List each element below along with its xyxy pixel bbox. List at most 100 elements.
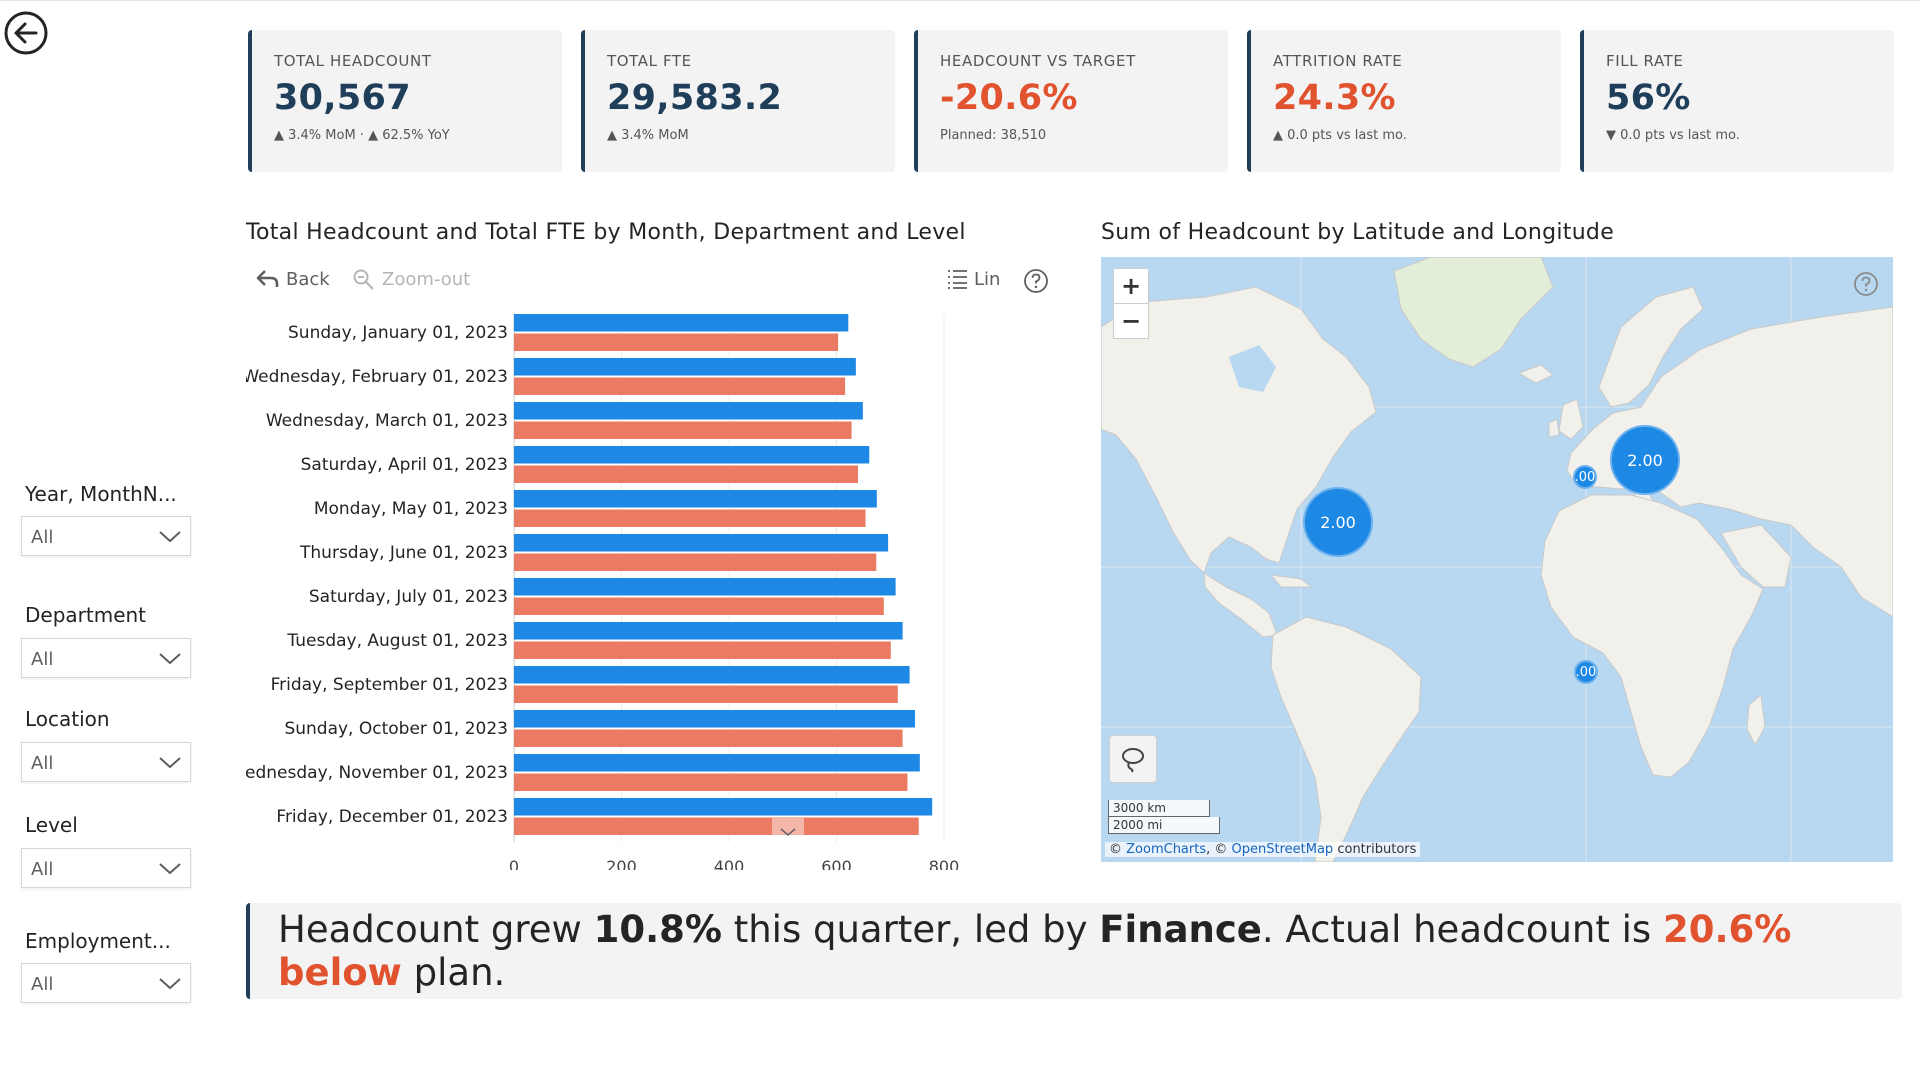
kpi-subtext: Planned: 38,510: [940, 128, 1047, 143]
category-label: Sunday, October 01, 2023: [284, 719, 508, 739]
attribution-separator: , ©: [1206, 842, 1228, 857]
category-label: Monday, May 01, 2023: [314, 499, 508, 519]
zoom-out-icon: [353, 269, 374, 290]
bar-fte: [514, 465, 858, 483]
chart-linear-scale-label: Lin: [974, 268, 1001, 290]
help-icon: [1024, 269, 1048, 293]
map-help-icon[interactable]: [1853, 271, 1879, 301]
chevron-down-icon: [159, 863, 181, 875]
bar-fte: [514, 597, 884, 615]
bar-headcount: [514, 490, 877, 508]
narrative-growth-value: 10.8%: [593, 908, 722, 951]
category-label: Saturday, April 01, 2023: [301, 455, 508, 475]
kpi-value: 24.3%: [1273, 78, 1396, 118]
chevron-down-icon: [780, 828, 796, 836]
map-bubble-west-africa[interactable]: .00: [1574, 660, 1598, 684]
headcount-map[interactable]: + − 2.00 2.00 .00 .00 3000 km 2000 mi © …: [1101, 257, 1893, 862]
chevron-down-icon: [159, 757, 181, 769]
zoomcharts-link[interactable]: ZoomCharts: [1126, 842, 1207, 857]
slicer-level-dropdown[interactable]: All: [21, 848, 191, 888]
slicer-value: All: [31, 974, 54, 995]
chevron-down-icon: [159, 653, 181, 665]
openstreetmap-link[interactable]: OpenStreetMap: [1231, 842, 1334, 857]
kpi-card-total-fte: TOTAL FTE 29,583.2 ▲ 3.4% MoM: [581, 30, 895, 172]
narrative-text: Headcount grew: [278, 908, 594, 951]
map-bubble-uk[interactable]: .00: [1573, 465, 1597, 489]
narrative-text: this quarter, led by: [721, 908, 1100, 951]
kpi-card-headcount-vs-target: HEADCOUNT VS TARGET -20.6% Planned: 38,5…: [914, 30, 1228, 172]
chart-linear-scale-toggle[interactable]: Lin: [946, 268, 1000, 290]
x-tick-label: 0: [509, 857, 519, 870]
bar-headcount: [514, 358, 856, 376]
chart-help-button[interactable]: [1023, 268, 1049, 294]
undo-icon: [256, 270, 279, 287]
slicer-label-employment: Employment...: [25, 929, 171, 953]
bar-headcount: [514, 754, 920, 772]
category-label: Thursday, June 01, 2023: [299, 543, 508, 563]
slicer-value: All: [31, 649, 54, 670]
category-label: Sunday, January 01, 2023: [288, 323, 508, 343]
kpi-card-attrition-rate: ATTRITION RATE 24.3% ▲ 0.0 pts vs last m…: [1247, 30, 1561, 172]
bar-headcount: [514, 710, 915, 728]
x-tick-label: 400: [714, 857, 745, 870]
kpi-title: ATTRITION RATE: [1273, 52, 1403, 70]
kpi-card-total-headcount: TOTAL HEADCOUNT 30,567 ▲ 3.4% MoM · ▲ 62…: [248, 30, 562, 172]
bar-headcount: [514, 578, 896, 596]
smart-narrative: Headcount grew 10.8% this quarter, led b…: [246, 903, 1902, 999]
slicer-label-year-month: Year, MonthN...: [25, 482, 177, 506]
kpi-title: TOTAL FTE: [607, 52, 692, 70]
bar-headcount: [514, 534, 889, 552]
bar-headcount: [514, 798, 933, 816]
bar-fte: [514, 333, 839, 351]
bar-fte: [514, 509, 866, 527]
slicer-year-month-dropdown[interactable]: All: [21, 516, 191, 556]
bar-headcount: [514, 314, 849, 332]
chart-zoom-out-button[interactable]: Zoom-out: [352, 268, 470, 290]
slicer-label-department: Department: [25, 603, 147, 627]
list-icon: [948, 270, 967, 289]
slicer-value: All: [31, 859, 54, 880]
kpi-subtext: ▼ 0.0 pts vs last mo.: [1606, 128, 1740, 143]
map-bubble-north-america[interactable]: 2.00: [1303, 487, 1373, 557]
bar-fte: [514, 685, 898, 703]
kpi-title: HEADCOUNT VS TARGET: [940, 52, 1136, 70]
chart-back-label: Back: [286, 268, 330, 290]
category-label: Friday, December 01, 2023: [276, 807, 508, 827]
chevron-down-icon: [159, 978, 181, 990]
lasso-icon: [1122, 748, 1144, 773]
headcount-fte-bar-chart: Sunday, January 01, 2023 Wednesday, Febru…: [246, 314, 960, 870]
chart-back-button[interactable]: Back: [256, 268, 330, 290]
kpi-value: 56%: [1606, 78, 1691, 118]
category-label: Tuesday, August 01, 2023: [286, 631, 508, 651]
map-zoom-in-button[interactable]: +: [1113, 268, 1149, 304]
slicer-value: All: [31, 527, 54, 548]
chart-zoom-out-label: Zoom-out: [382, 268, 471, 290]
narrative-text: . Actual headcount is: [1261, 908, 1663, 951]
slicer-value: All: [31, 753, 54, 774]
lasso-select-button[interactable]: [1109, 735, 1157, 783]
chevron-down-icon: [159, 531, 181, 543]
slicer-location-dropdown[interactable]: All: [21, 742, 191, 782]
kpi-value: -20.6%: [940, 78, 1078, 118]
map-zoom-out-button[interactable]: −: [1113, 303, 1149, 339]
kpi-card-fill-rate: FILL RATE 56% ▼ 0.0 pts vs last mo.: [1580, 30, 1894, 172]
slicer-department-dropdown[interactable]: All: [21, 638, 191, 678]
bar-fte: [514, 641, 891, 659]
x-tick-label: 800: [929, 857, 960, 870]
kpi-subtext: ▲ 3.4% MoM: [607, 128, 689, 143]
x-tick-label: 200: [606, 857, 637, 870]
map-attribution: © ZoomCharts, © OpenStreetMap contributo…: [1105, 842, 1421, 857]
scroll-handle: [772, 818, 804, 842]
category-label: Friday, September 01, 2023: [271, 675, 508, 695]
map-bubble-europe[interactable]: 2.00: [1610, 425, 1680, 495]
back-arrow-icon[interactable]: [2, 9, 50, 57]
chart-title: Total Headcount and Total FTE by Month, …: [246, 220, 966, 245]
bar-headcount: [514, 402, 863, 420]
kpi-subtext: ▲ 3.4% MoM · ▲ 62.5% YoY: [274, 128, 450, 143]
world-map-basemap: [1101, 257, 1893, 862]
category-label: Wednesday, March 01, 2023: [266, 411, 508, 431]
map-scale-mi: 2000 mi: [1108, 817, 1220, 834]
slicer-employment-dropdown[interactable]: All: [21, 963, 191, 1003]
kpi-value: 29,583.2: [607, 78, 783, 118]
narrative-department: Finance: [1099, 908, 1262, 951]
